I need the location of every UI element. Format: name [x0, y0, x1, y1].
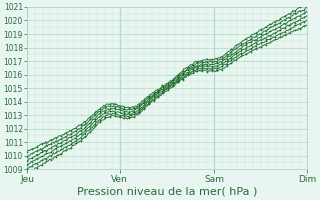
- X-axis label: Pression niveau de la mer( hPa ): Pression niveau de la mer( hPa ): [77, 187, 257, 197]
